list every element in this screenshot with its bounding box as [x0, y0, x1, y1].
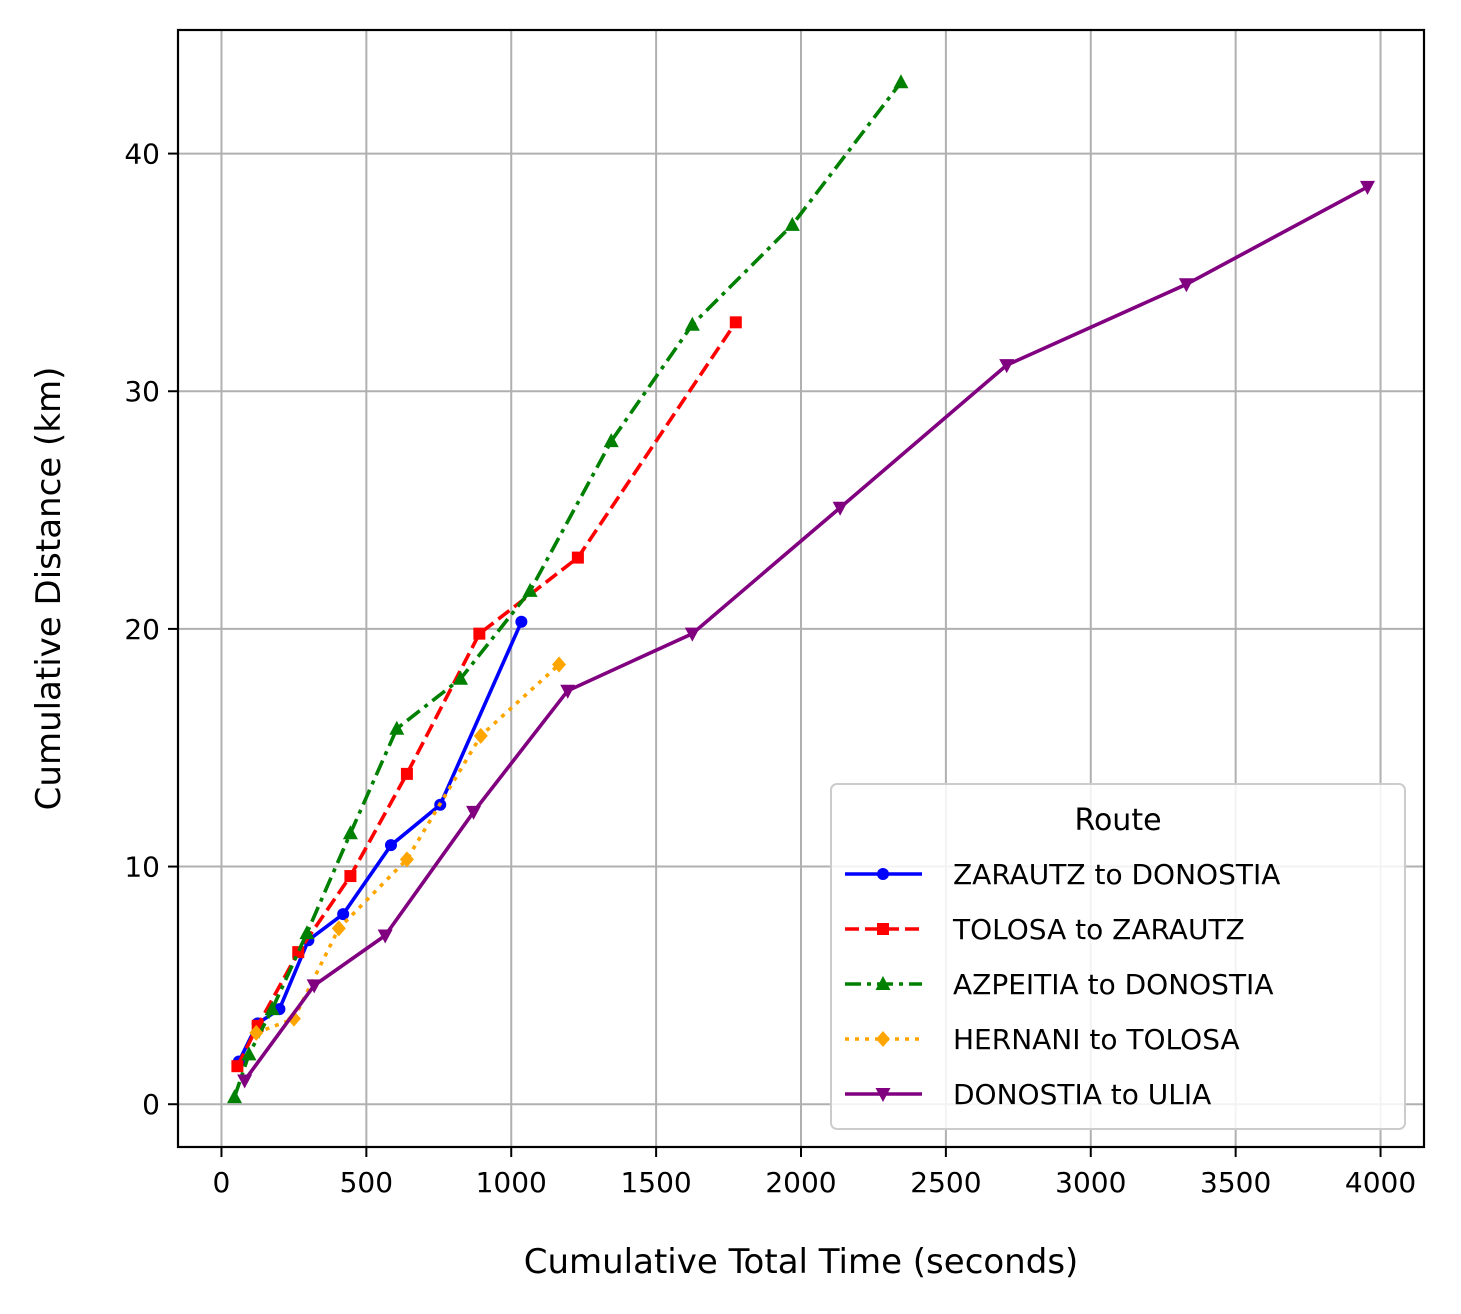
data-point — [999, 359, 1015, 374]
data-point — [306, 979, 322, 994]
data-point — [227, 1089, 243, 1104]
legend-entry: TOLOSA to ZARAUTZ — [845, 913, 1245, 946]
data-point — [684, 627, 700, 642]
data-point — [389, 720, 405, 735]
data-point — [342, 825, 358, 840]
legend-marker — [877, 923, 889, 935]
series-line — [243, 185, 1369, 1082]
data-point — [400, 767, 413, 780]
legend-marker — [877, 868, 889, 880]
data-point — [515, 615, 528, 628]
data-point — [453, 670, 469, 685]
x-axis-label: Cumulative Total Time (seconds) — [524, 1242, 1079, 1282]
data-point — [241, 1046, 257, 1061]
series-4 — [237, 180, 1375, 1089]
series-line — [232, 81, 903, 1098]
legend-entry: DONOSTIA to ULIA — [845, 1078, 1211, 1111]
data-point — [251, 1019, 264, 1032]
legend-box — [830, 783, 1406, 1130]
x-tick-label: 3500 — [1200, 1166, 1271, 1199]
data-point — [331, 920, 346, 937]
data-point — [286, 1010, 301, 1027]
x-tick-label: 4000 — [1345, 1166, 1416, 1199]
x-tick-label: 2500 — [910, 1166, 981, 1199]
series-3 — [249, 656, 567, 1041]
series-line — [235, 321, 738, 1068]
grid-lines — [178, 30, 1424, 1147]
y-tick-label: 0 — [142, 1088, 160, 1121]
data-point — [1359, 180, 1375, 195]
x-axis-ticks: 0 500 1000 1500 2000 2500 3000 3500 4000 — [213, 1147, 1416, 1199]
data-point — [571, 551, 584, 564]
data-point — [1178, 278, 1194, 293]
data-point — [560, 684, 576, 699]
data-point — [522, 582, 538, 597]
data-point — [337, 908, 350, 921]
x-tick-label: 1000 — [476, 1166, 547, 1199]
legend-label: HERNANI to TOLOSA — [953, 1023, 1240, 1056]
data-point — [684, 316, 700, 331]
series-layer — [227, 74, 1375, 1104]
data-point — [893, 74, 909, 89]
data-point — [264, 1001, 280, 1016]
x-tick-label: 1500 — [620, 1166, 691, 1199]
data-point — [603, 433, 619, 448]
legend-label: AZPEITIA to DONOSTIA — [953, 968, 1273, 1001]
data-point — [299, 925, 315, 940]
legend-entries: ZARAUTZ to DONOSTIA TOLOSA to ZARAUTZ AZPE… — [845, 858, 1280, 1111]
data-point — [384, 839, 397, 852]
legend-title: Route — [1074, 803, 1161, 838]
legend-entry: HERNANI to TOLOSA — [845, 1023, 1240, 1056]
x-tick-label: 500 — [340, 1166, 393, 1199]
legend-label: DONOSTIA to ULIA — [953, 1078, 1211, 1111]
y-tick-label: 10 — [124, 851, 160, 884]
data-point — [466, 805, 482, 820]
data-point — [473, 627, 486, 640]
y-tick-label: 40 — [124, 138, 160, 171]
y-tick-label: 30 — [124, 375, 160, 408]
series-line — [237, 621, 524, 1063]
legend: Route ZARAUTZ to DONOSTIA TOLOSA to ZARAU… — [830, 783, 1406, 1130]
legend-entry: ZARAUTZ to DONOSTIA — [845, 858, 1280, 891]
data-point — [473, 727, 488, 744]
data-point — [399, 851, 414, 868]
legend-marker — [876, 1031, 890, 1047]
legend-entry: AZPEITIA to DONOSTIA — [845, 968, 1273, 1001]
y-axis-label: Cumulative Distance (km) — [29, 367, 69, 811]
data-point — [237, 1074, 253, 1089]
data-point — [552, 656, 567, 673]
data-point — [377, 929, 393, 944]
x-tick-label: 2000 — [765, 1166, 836, 1199]
data-point — [784, 216, 800, 231]
x-tick-label: 3000 — [1055, 1166, 1126, 1199]
data-point — [231, 1060, 244, 1073]
data-point — [832, 501, 848, 516]
data-point — [344, 870, 357, 883]
x-tick-label: 0 — [213, 1166, 231, 1199]
series-2 — [227, 74, 909, 1104]
legend-label: ZARAUTZ to DONOSTIA — [953, 858, 1280, 891]
y-tick-label: 20 — [124, 613, 160, 646]
series-1 — [231, 316, 742, 1073]
legend-label: TOLOSA to ZARAUTZ — [952, 913, 1245, 946]
legend-marker — [875, 1088, 891, 1102]
data-point — [249, 1024, 264, 1041]
data-point — [729, 316, 742, 329]
legend-marker — [875, 976, 891, 990]
y-axis-ticks: 0 10 20 30 40 — [124, 138, 178, 1121]
